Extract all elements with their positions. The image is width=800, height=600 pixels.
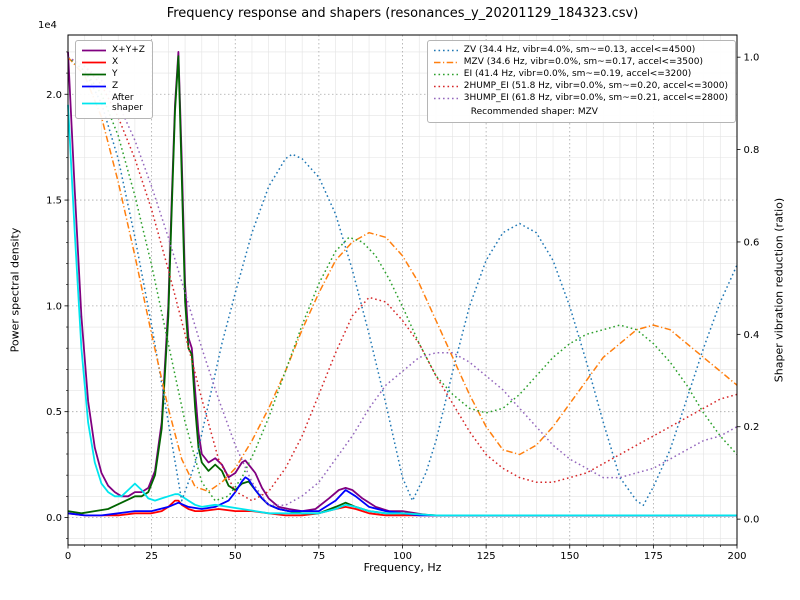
y-axis-label-right: Shaper vibration reduction (ratio)	[772, 197, 786, 383]
legend-item-2hump_ei: 2HUMP_EI (51.8 Hz, vibr=0.0%, sm~=0.20, …	[433, 81, 728, 92]
legend-line-sample-after_shaper	[82, 102, 106, 105]
y-right-tick-label: 1.0	[744, 53, 760, 64]
x-tick-label: 125	[477, 551, 496, 562]
legend-line-sample-3hump_ei	[433, 97, 458, 100]
y-left-tick-label: 0.5	[46, 407, 62, 418]
legend-line-sample-ei	[433, 73, 458, 76]
y-left-tick-label: 1.5	[46, 196, 62, 207]
legend-line-sample-mzv	[433, 61, 458, 64]
recommended-shaper-note: Recommended shaper: MZV	[470, 107, 598, 117]
legend-item-mzv: MZV (34.6 Hz, vibr=0.0%, sm~=0.17, accel…	[433, 57, 728, 68]
x-tick-label: 25	[145, 551, 158, 562]
y-left-tick-label: 1.0	[46, 301, 62, 312]
legend-line-sample-y	[82, 73, 106, 76]
legend-label-2hump_ei: 2HUMP_EI (51.8 Hz, vibr=0.0%, sm~=0.20, …	[463, 81, 728, 92]
legend-line-sample-zv	[433, 49, 458, 52]
legend-item-z: Z	[81, 81, 145, 92]
psd-legend: X+Y+Z X Y Z After shaper	[75, 40, 153, 119]
series-xyz	[67, 51, 737, 517]
legend-item-3hump_ei: 3HUMP_EI (61.8 Hz, vibr=0.0%, sm~=0.21, …	[433, 93, 728, 104]
y-left-tick-label: 2.0	[46, 90, 62, 101]
x-tick-label: 0	[65, 551, 71, 562]
series-after_shaper	[67, 104, 737, 517]
legend-label-x: X	[112, 57, 119, 68]
x-tick-label: 175	[644, 551, 663, 562]
legend-label-mzv: MZV (34.6 Hz, vibr=0.0%, sm~=0.17, accel…	[463, 57, 703, 68]
legend-label-z: Z	[112, 81, 119, 92]
y-axis-label-left: Power spectral density	[8, 227, 22, 353]
legend-label-ei: EI (41.4 Hz, vibr=0.0%, sm~=0.19, accel<…	[463, 69, 692, 80]
y-right-tick-label: 0.4	[744, 330, 760, 341]
legend-label-y: Y	[112, 69, 118, 80]
y-right-tick-label: 0.8	[744, 145, 760, 156]
x-tick-label: 50	[229, 551, 242, 562]
x-tick-label: 150	[560, 551, 579, 562]
y-left-tick-label: 0.0	[46, 513, 62, 524]
legend-item-y: Y	[81, 69, 145, 80]
legend-item-ei: EI (41.4 Hz, vibr=0.0%, sm~=0.19, accel<…	[433, 69, 728, 80]
legend-line-sample-z	[82, 85, 106, 88]
legend-label-3hump_ei: 3HUMP_EI (61.8 Hz, vibr=0.0%, sm~=0.21, …	[463, 93, 728, 104]
series-zv	[67, 56, 738, 507]
series-3hump_ei	[67, 56, 738, 507]
legend-item-x: X	[81, 57, 145, 68]
legend-label-after_shaper: After shaper	[112, 93, 143, 114]
legend-label-xyz: X+Y+Z	[112, 45, 145, 56]
legend-line-sample-2hump_ei	[433, 85, 458, 88]
series-mzv	[67, 56, 738, 493]
legend-item-xyz: X+Y+Z	[81, 45, 145, 56]
x-axis-label: Frequency, Hz	[363, 561, 442, 574]
legend-item-zv: ZV (34.4 Hz, vibr=4.0%, sm~=0.13, accel<…	[433, 45, 728, 56]
y-right-tick-label: 0.2	[744, 422, 760, 433]
shaper-legend: ZV (34.4 Hz, vibr=4.0%, sm~=0.13, accel<…	[426, 40, 736, 123]
x-tick-label: 75	[313, 551, 326, 562]
y-axis-offset-text: 1e4	[38, 20, 57, 31]
legend-line-sample-xyz	[82, 49, 106, 52]
y-right-tick-label: 0.0	[744, 515, 760, 526]
legend-label-zv: ZV (34.4 Hz, vibr=4.0%, sm~=0.13, accel<…	[463, 45, 696, 56]
legend-line-sample-x	[82, 61, 106, 64]
legend-item-after_shaper: After shaper	[81, 93, 145, 114]
x-tick-label: 200	[727, 551, 746, 562]
chart-title: Frequency response and shapers (resonanc…	[166, 6, 639, 21]
x-tick-label: 100	[393, 551, 412, 562]
y-right-tick-label: 0.6	[744, 237, 760, 248]
